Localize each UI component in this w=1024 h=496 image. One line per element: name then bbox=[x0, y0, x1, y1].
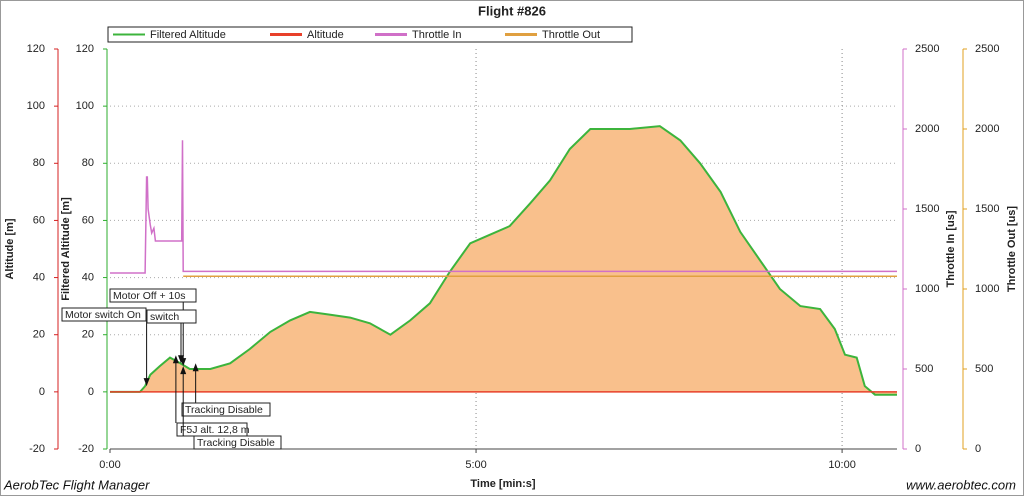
legend-label: Filtered Altitude bbox=[150, 29, 226, 41]
y-axis-title: Throttle In [us] bbox=[945, 210, 957, 287]
y-tick-label: 0 bbox=[39, 386, 45, 398]
x-tick-label: 0:00 bbox=[99, 459, 120, 471]
y-tick-label: 60 bbox=[82, 214, 94, 226]
chart-title: Flight #826 bbox=[478, 3, 546, 18]
annotation-label: Motor Off + 10s bbox=[113, 290, 185, 302]
y-tick-label: 120 bbox=[27, 43, 45, 55]
annotation-box bbox=[146, 309, 197, 324]
annotation-label: F5J alt. 12,8 m bbox=[180, 424, 250, 436]
annotation-box bbox=[193, 435, 282, 450]
y-tick-label: 0 bbox=[915, 443, 921, 455]
y-tick-label: 2500 bbox=[975, 43, 999, 55]
y-tick-label: 40 bbox=[82, 271, 94, 283]
legend-box bbox=[107, 26, 633, 43]
y-axis-title: Altitude [m] bbox=[4, 218, 16, 279]
annotation-label: Motor switch On bbox=[65, 309, 141, 321]
x-tick-label: 5:00 bbox=[465, 459, 486, 471]
y-tick-label: 1500 bbox=[915, 203, 939, 215]
y-tick-label: 120 bbox=[76, 43, 94, 55]
y-tick-label: 80 bbox=[33, 157, 45, 169]
y-tick-label: -20 bbox=[78, 443, 94, 455]
x-axis-title: Time [min:s] bbox=[470, 478, 536, 490]
y-tick-label: 20 bbox=[82, 329, 94, 341]
legend-label: Throttle Out bbox=[542, 29, 600, 41]
annotation-label: switch bbox=[150, 311, 179, 323]
y-tick-label: 20 bbox=[33, 329, 45, 341]
y-tick-label: 100 bbox=[27, 100, 45, 112]
y-tick-label: 1000 bbox=[975, 283, 999, 295]
y-axis-title: Filtered Altitude [m] bbox=[60, 197, 72, 301]
annotation-box bbox=[181, 402, 271, 417]
footer-right: www.aerobtec.com bbox=[906, 477, 1016, 492]
legend-label: Throttle In bbox=[412, 29, 462, 41]
y-tick-label: -20 bbox=[29, 443, 45, 455]
x-tick-label: 10:00 bbox=[828, 459, 856, 471]
area-fill bbox=[110, 126, 897, 395]
y-tick-label: 2000 bbox=[915, 123, 939, 135]
y-tick-label: 1000 bbox=[915, 283, 939, 295]
annotation-label: Tracking Disable bbox=[185, 404, 263, 416]
y-axis-title: Throttle Out [us] bbox=[1006, 206, 1018, 292]
y-tick-label: 40 bbox=[33, 271, 45, 283]
y-tick-label: 80 bbox=[82, 157, 94, 169]
annotation-arrowhead bbox=[178, 355, 185, 364]
y-tick-label: 500 bbox=[975, 363, 993, 375]
y-tick-label: 100 bbox=[76, 100, 94, 112]
annotation-label: Tracking Disable bbox=[197, 437, 275, 449]
footer-left: AerobTec Flight Manager bbox=[3, 477, 150, 492]
y-tick-label: 0 bbox=[975, 443, 981, 455]
y-tick-label: 0 bbox=[88, 386, 94, 398]
y-tick-label: 60 bbox=[33, 214, 45, 226]
series-line bbox=[110, 140, 897, 274]
annotation-arrowhead bbox=[172, 355, 179, 364]
legend-label: Altitude bbox=[307, 29, 344, 41]
annotation-box bbox=[61, 307, 147, 322]
y-tick-label: 2500 bbox=[915, 43, 939, 55]
annotation-arrowhead bbox=[180, 366, 187, 375]
annotation-box bbox=[109, 288, 197, 303]
y-tick-label: 500 bbox=[915, 363, 933, 375]
y-tick-label: 2000 bbox=[975, 123, 999, 135]
annotation-arrowhead bbox=[143, 378, 150, 387]
annotation-arrowhead bbox=[192, 363, 199, 372]
y-tick-label: 1500 bbox=[975, 203, 999, 215]
